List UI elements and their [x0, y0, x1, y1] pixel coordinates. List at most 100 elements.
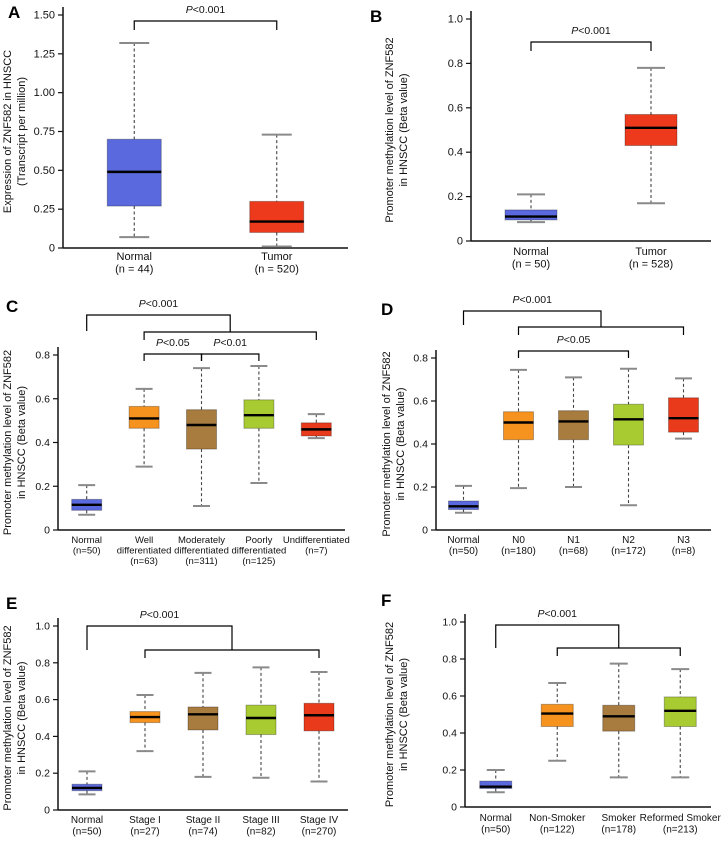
p-threshold: <0.01 — [220, 337, 247, 349]
boxplot-B: 0 0.2 0.4 0.6 0.8 1.0 Promoter methylation lev… — [384, 11, 711, 271]
p-value-label: P<0.001 — [140, 609, 180, 621]
y-tick-label: 1.0 — [448, 14, 463, 26]
y-axis-title: Promoter methylation level of ZNF582 — [381, 351, 393, 536]
p-symbol: P — [186, 4, 193, 16]
y-tick-label: 0.2 — [35, 481, 50, 493]
category-label: Well — [135, 535, 153, 546]
category-label: Normal — [447, 535, 479, 546]
y-tick-label: 0 — [457, 236, 463, 248]
category-label: differentiated — [232, 546, 287, 557]
category-label: Stage III — [242, 815, 279, 826]
p-threshold: <0.001 — [146, 298, 179, 310]
p-threshold: <0.001 — [193, 4, 226, 16]
p-symbol: P — [557, 334, 564, 346]
y-tick-label: 0.6 — [448, 102, 463, 114]
boxplot-C: 0 0.2 0.4 0.6 0.8 Promoter methylation level … — [2, 298, 350, 567]
panel-label-A: A — [8, 3, 21, 22]
category-label: Normal — [71, 535, 102, 546]
box — [624, 113, 678, 147]
category-label: Stage II — [186, 815, 220, 826]
box — [187, 706, 219, 731]
category-n-label: (n = 50) — [512, 259, 550, 271]
y-tick-label: 0.8 — [448, 58, 463, 70]
y-tick-label: 0.25 — [34, 204, 55, 216]
p-threshold: <0.05 — [163, 337, 190, 349]
box — [504, 209, 558, 221]
category-n-label: (n=7) — [305, 546, 327, 557]
box — [503, 411, 534, 441]
y-axis-title: in HNSCC (Beta value) — [398, 73, 410, 186]
y-axis-title: Promoter methylation level of ZNF582 — [384, 622, 396, 807]
y-axis-title: (Transcript per million) — [16, 77, 28, 186]
category-n-label: (n = 520) — [255, 264, 299, 276]
y-tick-label: 0.8 — [35, 350, 50, 362]
y-tick-label: 0.50 — [34, 165, 55, 177]
category-label: Non-Smoker — [529, 813, 586, 824]
group-bracket — [144, 649, 320, 658]
box — [479, 780, 513, 790]
y-axis-title: in HNSCC (Beta value) — [16, 661, 28, 774]
group-bracket — [556, 647, 681, 656]
category-label: N1 — [567, 535, 580, 546]
p-value-label: P<0.01 — [213, 337, 247, 349]
box — [668, 397, 699, 433]
p-threshold: <0.001 — [520, 294, 553, 306]
y-tick-label: 0 — [422, 525, 428, 537]
p-value-label: P<0.05 — [156, 337, 190, 349]
category-n-label: (n=180) — [501, 546, 536, 557]
category-n-label: (n=178) — [601, 825, 636, 836]
y-tick-label: 0.6 — [442, 691, 457, 703]
y-axis-title: Promoter methylation level of ZNF582 — [2, 350, 14, 535]
box — [602, 704, 636, 732]
panel-label-F: F — [381, 591, 392, 610]
category-n-label: (n=172) — [611, 546, 646, 557]
category-label: Normal — [480, 813, 512, 824]
box — [249, 200, 305, 233]
category-label: Normal — [513, 246, 548, 258]
category-n-label: (n=50) — [73, 546, 101, 557]
box — [540, 703, 574, 728]
boxplot-F: 0 0.2 0.4 0.6 0.8 1.0 Promoter methylation lev… — [384, 608, 722, 836]
p-symbol: P — [513, 294, 520, 306]
box — [186, 409, 217, 450]
significance-bracket — [86, 625, 233, 650]
category-label: differentiated — [174, 546, 229, 557]
y-tick-label: 0 — [44, 525, 50, 537]
category-label: Reformed Smoker — [640, 813, 722, 824]
p-symbol: P — [156, 337, 163, 349]
y-tick-label: 0.2 — [448, 191, 463, 203]
category-n-label: (n = 44) — [115, 264, 153, 276]
box — [613, 403, 644, 446]
y-tick-label: 0.4 — [35, 437, 50, 449]
significance-bracket — [530, 41, 652, 51]
category-n-label: (n=50) — [481, 825, 510, 836]
category-label: N0 — [512, 535, 525, 546]
y-tick-label: 0.8 — [413, 353, 428, 365]
p-symbol: P — [213, 337, 220, 349]
category-n-label: (n=122) — [540, 825, 575, 836]
y-tick-label: 0.4 — [413, 439, 428, 451]
y-axis-title: Expression of ZNF582 in HNSCC — [2, 50, 14, 213]
p-symbol: P — [140, 609, 147, 621]
significance-bracket — [86, 314, 231, 332]
y-tick-label: 0.6 — [35, 393, 50, 405]
category-n-label: (n=270) — [302, 827, 337, 838]
category-n-label: (n=8) — [672, 546, 696, 557]
y-tick-label: 0.2 — [35, 768, 50, 780]
panel-label-B: B — [370, 7, 383, 26]
panel-F: F 0 0.2 0.4 0.6 0.8 1.0 Promoter methylation l… — [363, 570, 726, 844]
category-n-label: (n=27) — [130, 827, 159, 838]
y-tick-label: 0 — [451, 802, 457, 814]
category-label: Moderately — [178, 535, 225, 546]
p-threshold: <0.001 — [545, 608, 578, 620]
category-label: N3 — [677, 535, 690, 546]
category-n-label: (n=213) — [663, 825, 698, 836]
y-tick-label: 0.4 — [448, 147, 463, 159]
p-symbol: P — [538, 608, 545, 620]
group-bracket — [143, 331, 317, 340]
significance-bracket — [462, 310, 602, 327]
panel-B: B 0 0.2 0.4 0.6 0.8 1.0 Promoter methylation l… — [363, 0, 726, 280]
panel-E: E 0 0.2 0.4 0.6 0.8 1.0 Promoter methylation l… — [0, 570, 363, 844]
boxplot-E: 0 0.2 0.4 0.6 0.8 1.0 Promoter methylation lev… — [2, 609, 348, 838]
